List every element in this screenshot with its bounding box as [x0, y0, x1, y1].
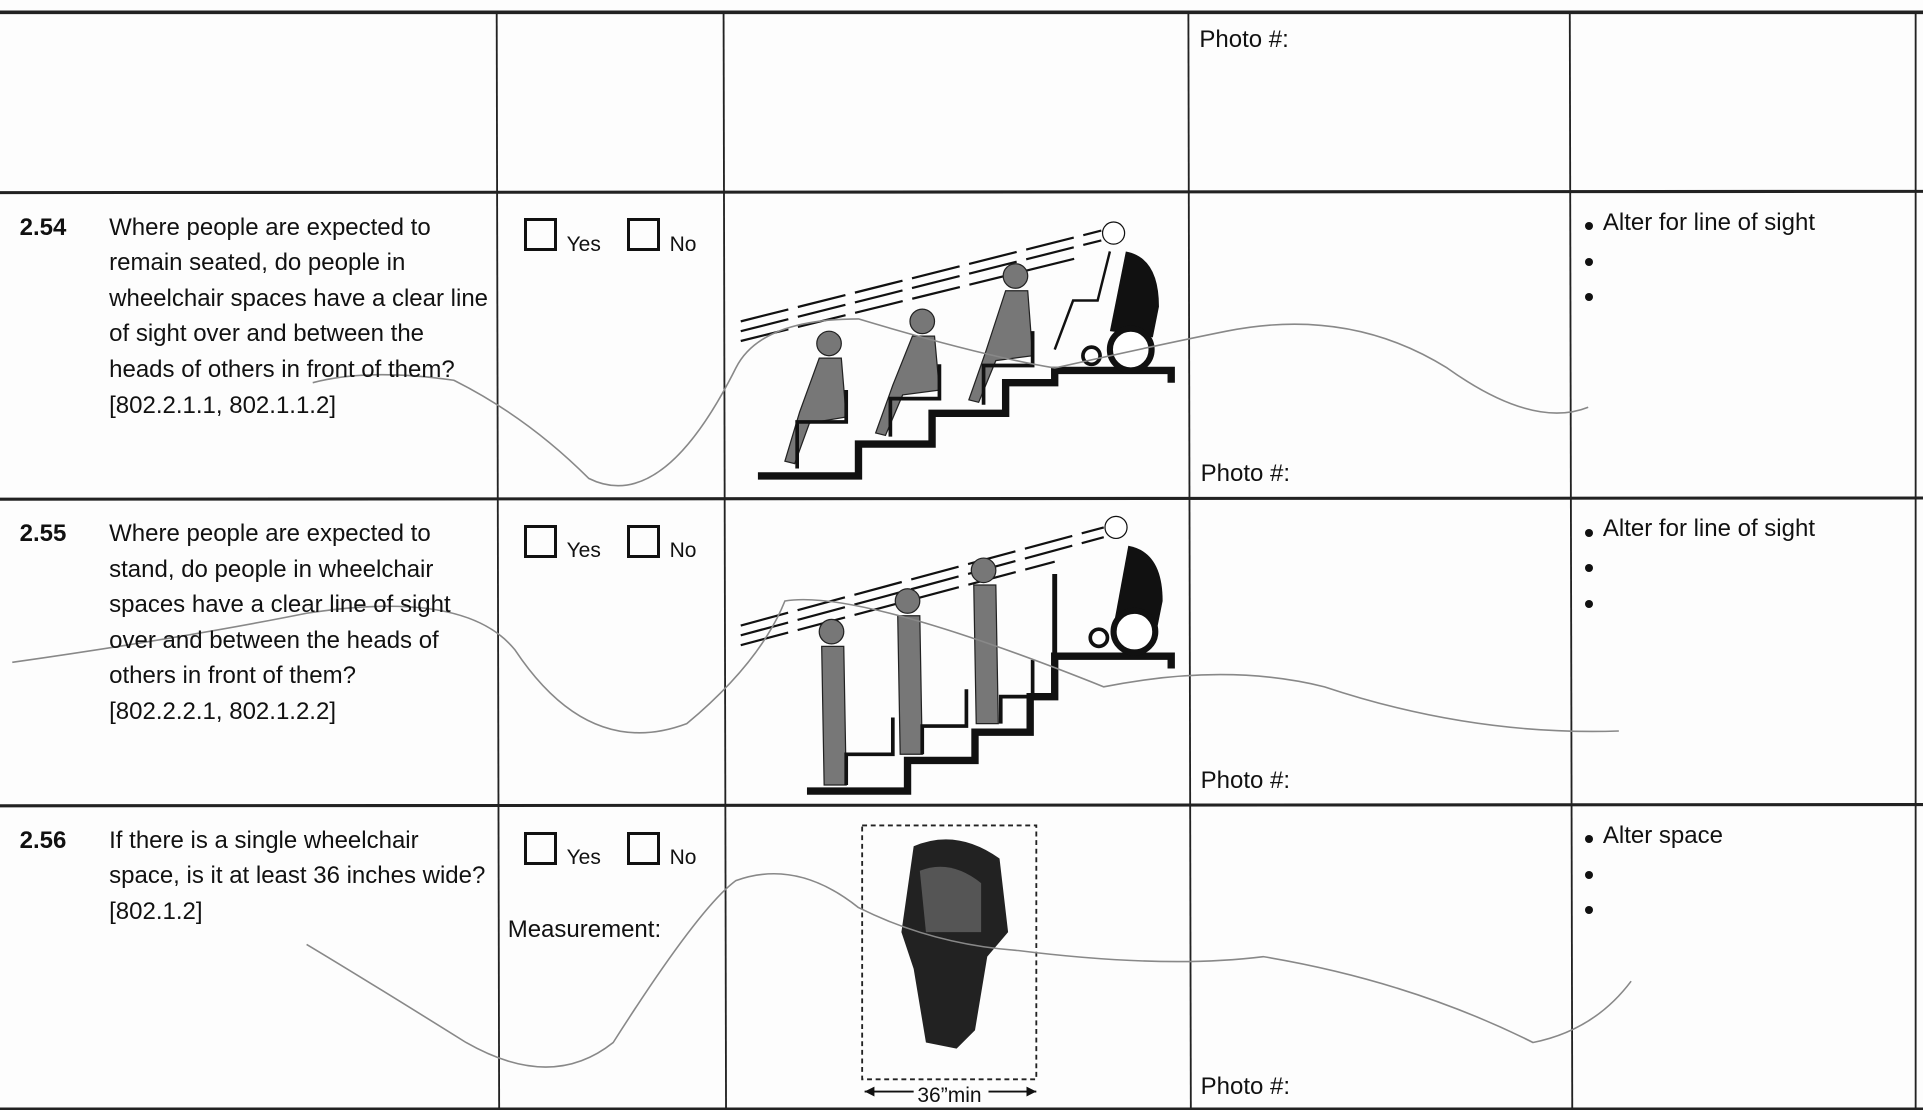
photo-label: Photo #: — [1199, 26, 1289, 54]
measurement-label: Measurement: — [507, 916, 662, 944]
item-number: 2.56 — [19, 826, 67, 854]
action: Alter space — [1602, 822, 1723, 849]
bullet — [1584, 293, 1593, 302]
option-label: No — [669, 539, 697, 563]
option-label: No — [669, 232, 697, 256]
checkbox — [626, 218, 660, 252]
checkbox — [523, 218, 557, 252]
reference: [802.1.2] — [109, 897, 203, 925]
bullet — [1584, 528, 1593, 537]
bullet — [1584, 906, 1593, 915]
question: If there is a single wheelchair space, i… — [109, 826, 486, 890]
bullet — [1584, 257, 1593, 266]
reference: [802.2.1.1, 802.1.1.2] — [109, 391, 336, 419]
option-label: Yes — [566, 232, 601, 256]
photo-label: Photo #: — [1200, 460, 1291, 488]
option-label: No — [669, 846, 697, 870]
action: Alter for line of sight — [1602, 515, 1816, 543]
checkbox — [523, 831, 557, 865]
bullet — [1584, 599, 1593, 608]
checkbox — [523, 524, 557, 558]
item-number: 2.55 — [19, 520, 67, 548]
bullet — [1584, 564, 1593, 573]
photo-label: Photo #: — [1200, 1073, 1291, 1101]
checkbox — [626, 831, 660, 865]
option-label: Yes — [566, 539, 601, 563]
question: Where people are expected to remain seat… — [109, 213, 489, 383]
bullet — [1584, 835, 1593, 844]
item-number: 2.54 — [19, 213, 67, 241]
photo-label: Photo #: — [1200, 766, 1291, 794]
question: Where people are expected to stand, do p… — [109, 520, 451, 690]
checkbox — [626, 524, 660, 558]
bullet — [1584, 221, 1593, 230]
option-label: Yes — [566, 846, 601, 870]
bullet — [1584, 870, 1593, 879]
figure-label: 36”min — [917, 1084, 982, 1107]
reference: [802.2.2.1, 802.1.2.2] — [109, 698, 336, 726]
action: Alter for line of sight — [1602, 208, 1816, 236]
